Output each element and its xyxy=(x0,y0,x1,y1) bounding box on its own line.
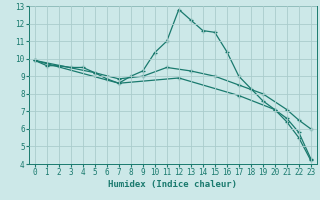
X-axis label: Humidex (Indice chaleur): Humidex (Indice chaleur) xyxy=(108,180,237,189)
